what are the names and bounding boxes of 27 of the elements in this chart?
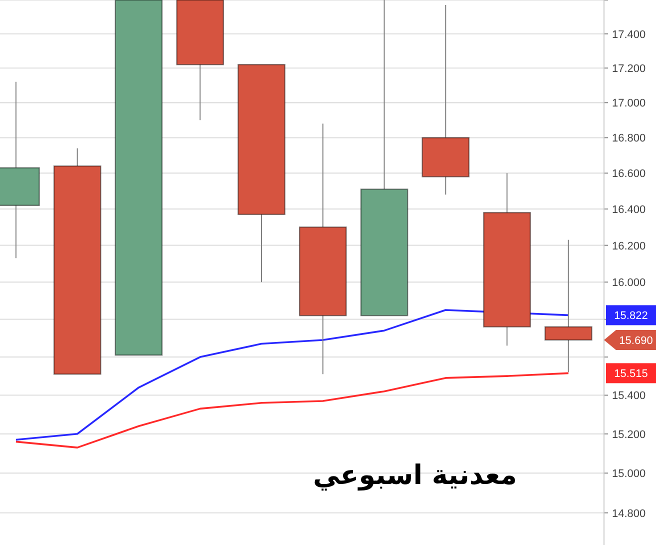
- candlestick: [238, 64, 286, 283]
- y-tick-label: 15.200: [612, 428, 646, 441]
- candlestick: [422, 4, 470, 196]
- line-series: [15, 309, 570, 441]
- y-tick-label: 16.200: [612, 240, 646, 252]
- y-tick-label: 15.000: [612, 468, 646, 480]
- y-tick-label: 16.400: [612, 204, 646, 216]
- text: معدنية اسبوعي: [312, 460, 517, 491]
- y-tick-label: 14.800: [612, 508, 646, 520]
- text: 15.690: [619, 334, 653, 347]
- candlestick: [176, 0, 224, 121]
- candlestick: [483, 172, 531, 346]
- candlestick: [53, 148, 102, 375]
- y-tick-label: 16.600: [612, 168, 646, 180]
- y-tick-label: 15.400: [612, 390, 646, 402]
- y-tick-label: 16.000: [612, 277, 646, 290]
- candlestick: [544, 239, 592, 373]
- text: 15.822: [614, 310, 648, 322]
- candlestick: [298, 123, 347, 375]
- y-tick-label: 17.400: [612, 28, 646, 41]
- candlestick: [360, 0, 408, 316]
- y-tick-label: 17.000: [612, 98, 646, 110]
- line-series: [15, 372, 570, 448]
- y-tick-label: 17.200: [612, 63, 646, 76]
- candlestick: [114, 0, 163, 356]
- text: 15.515: [614, 368, 648, 380]
- y-tick-label: 16.800: [612, 132, 646, 145]
